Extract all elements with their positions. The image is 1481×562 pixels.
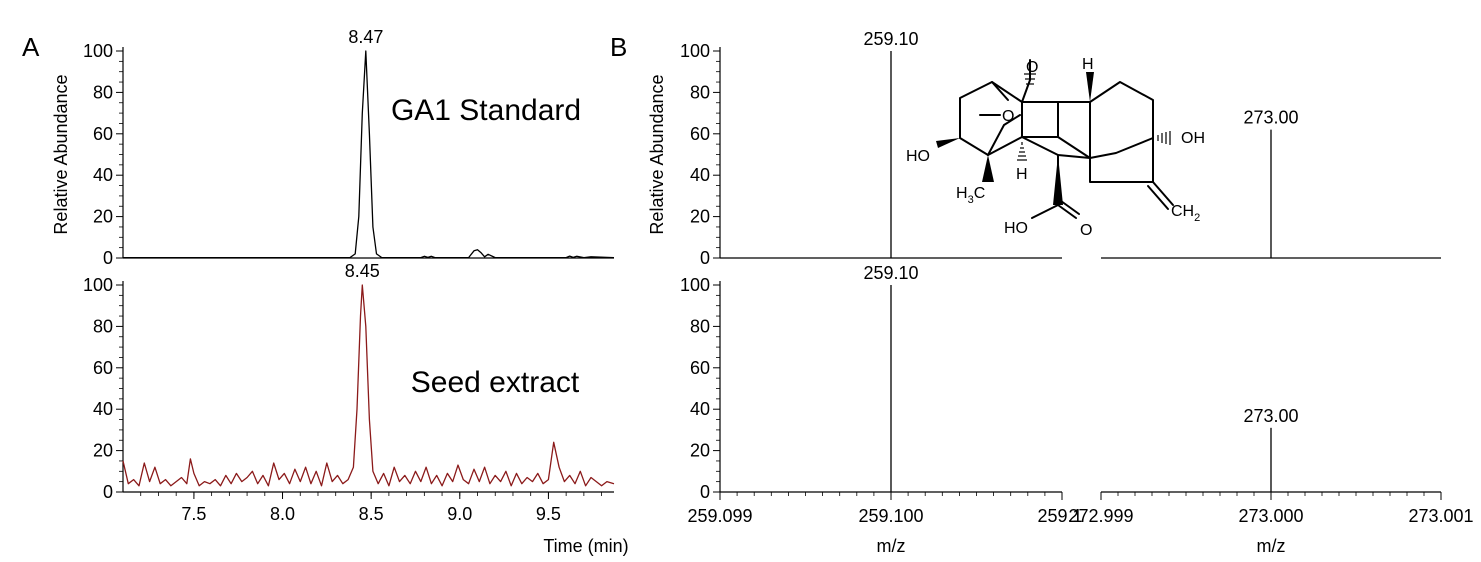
ga1-structure-drawing: O O H OH HO H H3C CH2 HO O <box>906 56 1205 239</box>
peak-label: 273.00 <box>1243 406 1298 426</box>
x-tick-label: 273.000 <box>1238 506 1303 526</box>
trace-name: GA1 Standard <box>391 94 581 127</box>
atom-h-top: H <box>1082 56 1094 73</box>
chromatogram-trace <box>123 50 615 259</box>
trace-name: Seed extract <box>411 366 580 399</box>
hashed-bond <box>1017 142 1027 161</box>
bond <box>959 81 1023 139</box>
y-tick-label: 20 <box>690 207 710 227</box>
panel-label-b: B <box>610 32 627 62</box>
bond <box>1057 204 1077 219</box>
atom-h3c-c: C <box>974 185 986 202</box>
y-tick-label: 100 <box>83 41 113 61</box>
atom-h-mid: H <box>1016 166 1028 183</box>
y-tick-label: 100 <box>680 41 710 61</box>
x-tick-label: 272.999 <box>1068 506 1133 526</box>
y-tick-label: 0 <box>103 482 113 502</box>
bond <box>987 136 1023 156</box>
y-tick-label: 40 <box>690 399 710 419</box>
y-tick-label: 0 <box>700 482 710 502</box>
y-tick-label: 80 <box>93 316 113 336</box>
panel-label-a: A <box>22 32 40 62</box>
y-tick-label: 20 <box>690 441 710 461</box>
x-tick-label: 8.0 <box>270 504 295 524</box>
bond <box>987 114 1021 156</box>
bond <box>1021 136 1091 159</box>
bond <box>1057 136 1091 159</box>
mass-spectrum-standard: 0 20 40 60 80 100 259.10 273.00 Relative Abundan… <box>647 29 1441 268</box>
y-tick-label: 80 <box>93 82 113 102</box>
y-tick-label: 0 <box>103 248 113 268</box>
bond <box>1089 81 1154 139</box>
y-tick-label: 80 <box>690 82 710 102</box>
atom-ch2: CH2 <box>1171 203 1200 224</box>
atom-o-epoxide: O <box>1026 59 1038 76</box>
x-axis-label: Time (min) <box>543 536 628 556</box>
bond <box>991 81 1009 101</box>
wedge-bond <box>1053 155 1063 205</box>
y-tick-label: 20 <box>93 441 113 461</box>
wedge-bond <box>1086 72 1094 102</box>
atom-oh-right: OH <box>1181 130 1205 147</box>
bond <box>1147 185 1169 210</box>
x-tick-label: 259.1 <box>1037 506 1082 526</box>
mass-spectrum-seed-extract: 0 20 40 60 80 100 259.099 259.100 259.1 m/z 259.10… <box>680 263 1474 556</box>
x-tick-label: 7.5 <box>181 504 206 524</box>
peak-label: 259.10 <box>863 29 918 49</box>
atom-ho-acid: HO <box>1004 220 1028 237</box>
atom-ch2-ch: CH <box>1171 203 1194 220</box>
y-tick-label: 60 <box>93 124 113 144</box>
bond <box>1152 181 1174 206</box>
bond <box>1089 137 1154 183</box>
y-tick-label: 60 <box>690 358 710 378</box>
x-tick-label: 273.001 <box>1408 506 1473 526</box>
y-tick-label: 20 <box>93 207 113 227</box>
wedge-bond <box>982 155 994 182</box>
atom-o-lactone: O <box>1002 108 1014 125</box>
bond <box>1021 101 1059 138</box>
bond <box>1031 204 1059 219</box>
y-axis-label: Relative Abundance <box>647 74 667 234</box>
y-axis-label: Relative Abundance <box>51 74 71 234</box>
wedge-bond <box>936 138 960 148</box>
peak-label: 8.45 <box>345 261 380 281</box>
peak-label: 273.00 <box>1243 108 1298 128</box>
x-tick-label: 259.099 <box>687 506 752 526</box>
atom-h3c-h: H <box>956 185 968 202</box>
chromatogram-standard: 0 20 40 60 80 100 8.47 Relative Abundance GA1 St… <box>51 27 615 268</box>
x-tick-label: 259.100 <box>858 506 923 526</box>
x-tick-label: 9.5 <box>536 504 561 524</box>
atom-h3c-sub: 3 <box>968 194 974 206</box>
chromatogram-seed-extract: 0 20 40 60 80 100 7.5 8.0 8.5 9.0 9.5 8.45 Time (min… <box>83 261 629 556</box>
bond <box>1021 59 1031 103</box>
bond <box>959 137 989 156</box>
chromatogram-trace <box>122 284 615 487</box>
y-tick-label: 40 <box>93 399 113 419</box>
peak-label: 8.47 <box>348 27 383 47</box>
y-tick-label: 80 <box>690 316 710 336</box>
atom-ch2-sub: 2 <box>1194 212 1200 224</box>
y-tick-label: 60 <box>690 124 710 144</box>
y-tick-label: 100 <box>680 275 710 295</box>
x-tick-label: 9.0 <box>447 504 472 524</box>
atom-h3c: H3C <box>956 185 985 206</box>
atom-ho-left: HO <box>906 148 930 165</box>
x-axis-label: m/z <box>1257 536 1286 556</box>
bond <box>1060 200 1080 215</box>
y-tick-label: 100 <box>83 275 113 295</box>
y-tick-label: 0 <box>700 248 710 268</box>
hashed-bond <box>1024 73 1036 85</box>
bond <box>1089 137 1154 159</box>
x-axis-label: m/z <box>877 536 906 556</box>
atom-o-acid: O <box>1080 222 1092 239</box>
hashed-bond <box>1157 131 1171 145</box>
x-tick-label: 8.5 <box>359 504 384 524</box>
y-tick-label: 40 <box>93 165 113 185</box>
y-tick-label: 60 <box>93 358 113 378</box>
bond <box>1057 101 1091 159</box>
peak-label: 259.10 <box>863 263 918 283</box>
y-tick-label: 40 <box>690 165 710 185</box>
